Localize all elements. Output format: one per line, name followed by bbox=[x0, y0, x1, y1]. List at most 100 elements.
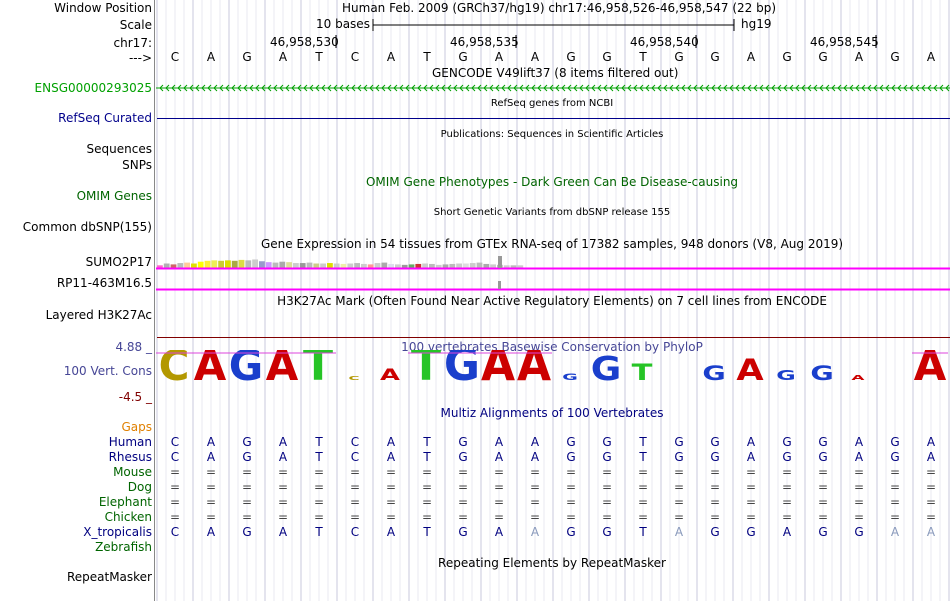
strand-arrow bbox=[699, 84, 704, 92]
strand-arrow bbox=[309, 84, 314, 92]
strand-arrow bbox=[303, 84, 308, 92]
species-label-chicken[interactable]: Chicken bbox=[104, 510, 152, 524]
h3k27ac-track-title[interactable]: H3K27Ac Mark (Often Found Near Active Re… bbox=[277, 294, 827, 308]
species-label-dog[interactable]: Dog bbox=[127, 480, 152, 494]
species-label-x_tropicalis[interactable]: X_tropicalis bbox=[83, 525, 152, 539]
species-label-human[interactable]: Human bbox=[108, 435, 152, 449]
conservation-logo-letter: A bbox=[914, 350, 947, 390]
strand-arrow bbox=[381, 84, 386, 92]
gtex-tissue-bar bbox=[157, 265, 163, 268]
conservation-logo-letter: A bbox=[736, 353, 763, 388]
gencode-gene-label[interactable]: ENSG00000293025 bbox=[34, 81, 152, 95]
reference-base: A bbox=[854, 50, 864, 64]
gencode-gene-feature[interactable] bbox=[156, 82, 950, 94]
alignment-base: = bbox=[349, 495, 361, 509]
phylop-track-label[interactable]: 100 Vert. Cons bbox=[63, 364, 152, 378]
multiz-track-title[interactable]: Multiz Alignments of 100 Vertebrates bbox=[440, 406, 664, 420]
publications-track-title[interactable]: Publications: Sequences in Scientific Ar… bbox=[440, 129, 664, 140]
strand-arrow bbox=[855, 84, 860, 92]
reference-base: G bbox=[818, 50, 828, 64]
alignment-base: G bbox=[890, 435, 900, 449]
reference-base: G bbox=[710, 50, 720, 64]
omim-genes-label[interactable]: OMIM Genes bbox=[76, 189, 152, 203]
alignment-base: = bbox=[421, 510, 433, 524]
h3k27ac-track-label[interactable]: Layered H3K27Ac bbox=[45, 308, 152, 322]
alignment-base: A bbox=[494, 435, 504, 449]
reference-base: G bbox=[458, 50, 468, 64]
snps-label[interactable]: SNPs bbox=[122, 158, 152, 172]
strand-arrow bbox=[327, 84, 332, 92]
dbsnp-track-title[interactable]: Short Genetic Variants from dbSNP releas… bbox=[433, 207, 671, 218]
gtex-expression-chart[interactable] bbox=[156, 252, 950, 294]
species-label-mouse[interactable]: Mouse bbox=[113, 465, 152, 479]
alignment-base: G bbox=[458, 450, 468, 464]
alignment-base: G bbox=[566, 435, 576, 449]
repeatmasker-track-title[interactable]: Repeating Elements by RepeatMasker bbox=[438, 556, 666, 570]
alignment-base: = bbox=[709, 465, 721, 479]
strand-arrow bbox=[579, 84, 584, 92]
alignment-base: = bbox=[601, 480, 613, 494]
gtex-tissue-bar bbox=[354, 263, 360, 268]
alignment-base: A bbox=[926, 525, 936, 539]
gtex-tissue-bar bbox=[204, 260, 211, 268]
position-tick-label: 46,958,535 bbox=[450, 35, 519, 49]
alignment-base: G bbox=[746, 525, 756, 539]
refseq-track-label[interactable]: RefSeq Curated bbox=[58, 111, 152, 125]
gencode-track-title[interactable]: GENCODE V49lift37 (8 items filtered out) bbox=[432, 66, 679, 80]
gtex-tissue-bar bbox=[333, 263, 340, 268]
conservation-logo-letter: G bbox=[810, 362, 833, 385]
strand-arrow bbox=[825, 84, 830, 92]
gtex-tissue-bar bbox=[163, 263, 170, 268]
conservation-logo-letter: A bbox=[517, 350, 551, 390]
gtex-gene-label[interactable]: SUMO2P17 bbox=[85, 255, 152, 269]
alignment-base: = bbox=[925, 465, 937, 479]
strand-arrow bbox=[615, 84, 620, 92]
phylop-track-title[interactable]: 100 vertebrates Basewise Conservation by… bbox=[401, 340, 703, 354]
gtex-track-title[interactable]: Gene Expression in 54 tissues from GTEx … bbox=[260, 237, 844, 251]
gtex-tissue-bar bbox=[429, 263, 435, 268]
dbsnp-track-label[interactable]: Common dbSNP(155) bbox=[22, 220, 152, 234]
strand-arrow bbox=[585, 84, 590, 92]
gtex-tissue-bar bbox=[191, 263, 197, 268]
h3k27ac-signal-baseline bbox=[157, 337, 950, 338]
species-label-elephant[interactable]: Elephant bbox=[98, 495, 152, 509]
species-label-rhesus[interactable]: Rhesus bbox=[108, 450, 152, 464]
refseq-track-title[interactable]: RefSeq genes from NCBI bbox=[490, 98, 614, 109]
alignment-base: = bbox=[817, 495, 829, 509]
alignment-base: = bbox=[493, 480, 505, 494]
scale-bar bbox=[372, 19, 735, 31]
strand-arrow bbox=[927, 84, 932, 92]
strand-arrow bbox=[747, 84, 752, 92]
strand-arrow bbox=[885, 84, 890, 92]
strand-arrow bbox=[363, 84, 368, 92]
species-label-zebrafish[interactable]: Zebrafish bbox=[95, 540, 152, 554]
reference-base: G bbox=[674, 50, 684, 64]
strand-arrow bbox=[489, 84, 494, 92]
strand-arrow bbox=[567, 84, 572, 92]
strand-arrow bbox=[465, 84, 470, 92]
reference-base: A bbox=[278, 50, 288, 64]
strand-arrow bbox=[183, 84, 188, 92]
sequences-label[interactable]: Sequences bbox=[86, 142, 152, 156]
strand-arrow bbox=[411, 84, 416, 92]
assembly-position-text[interactable]: Human Feb. 2009 (GRCh37/hg19) chr17:46,9… bbox=[342, 1, 777, 15]
alignment-base: = bbox=[565, 465, 577, 479]
gtex-tissue-bar bbox=[170, 264, 177, 268]
strand-arrow bbox=[519, 84, 524, 92]
strand-arrow bbox=[795, 84, 800, 92]
omim-track-title[interactable]: OMIM Gene Phenotypes - Dark Green Can Be… bbox=[365, 175, 739, 189]
strand-arrow bbox=[909, 84, 914, 92]
strand-arrow bbox=[357, 84, 362, 92]
alignment-base: = bbox=[637, 465, 649, 479]
repeatmasker-track-label[interactable]: RepeatMasker bbox=[66, 570, 152, 584]
conservation-logo-letter: C bbox=[349, 375, 360, 381]
gtex-gene-label[interactable]: RP11-463M16.5 bbox=[56, 276, 152, 290]
strand-arrow bbox=[351, 84, 356, 92]
alignment-base: = bbox=[277, 465, 289, 479]
alignment-base: = bbox=[601, 465, 613, 479]
strand-arrow bbox=[783, 84, 788, 92]
refseq-gene-line[interactable] bbox=[157, 118, 950, 119]
alignment-base: = bbox=[853, 495, 865, 509]
strand-arrow bbox=[789, 84, 794, 92]
